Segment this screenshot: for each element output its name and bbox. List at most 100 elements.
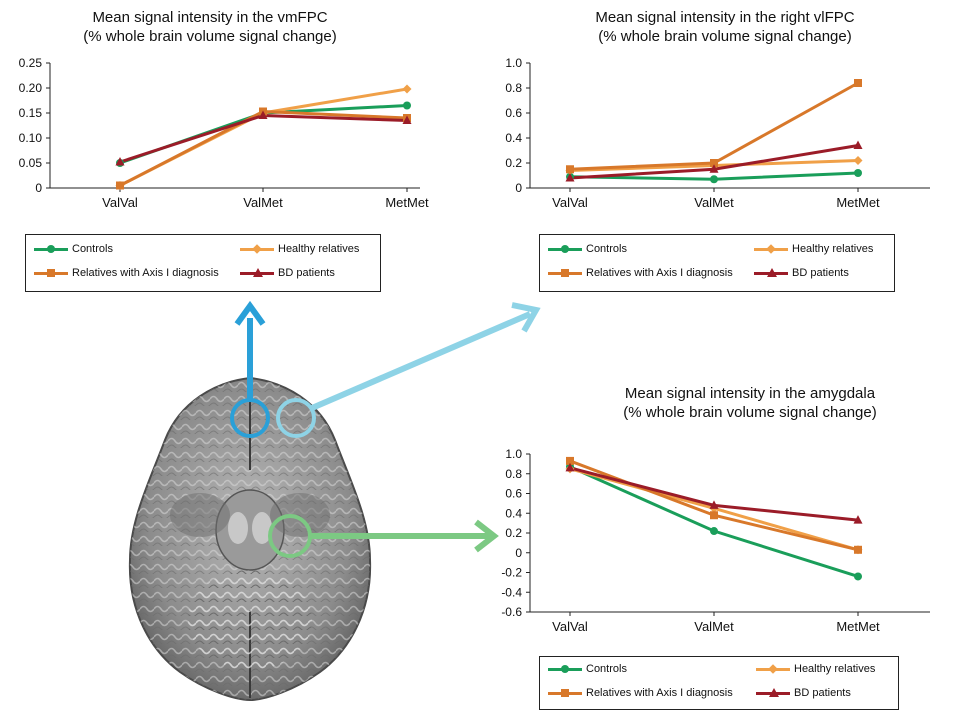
chart-plot-area: 0 0.2 0.4 0.6 0.8 1.0 ValVal ValMet MetMet	[505, 56, 930, 210]
legend-swatch	[548, 687, 582, 699]
legend-swatch	[756, 687, 790, 699]
y-tick-label: 0.4	[505, 506, 522, 520]
legend-amygdala: Controls Healthy relatives Relatives with …	[539, 656, 899, 710]
data-point-bd-patients	[402, 115, 412, 124]
legend-item-controls: Controls	[548, 663, 627, 675]
y-tick-label: 0	[515, 546, 522, 560]
y-tick-label: 0.15	[19, 106, 43, 120]
y-tick-label: -0.2	[501, 566, 522, 580]
y-tick-label: 0.8	[505, 467, 522, 481]
vlfpc-roi-circle	[276, 398, 316, 438]
chart-subtitle: (% whole brain volume signal change)	[598, 28, 852, 45]
legend-item-bd-patients: BD patients	[754, 267, 849, 279]
legend-label: BD patients	[792, 267, 849, 279]
amygdala-arrow	[474, 519, 499, 553]
legend-label: Controls	[586, 243, 627, 255]
x-tick-label: ValVal	[552, 619, 588, 634]
y-tick-label: 0.2	[505, 156, 522, 170]
series-line-bd-patients	[119, 113, 408, 164]
y-tick-label: 0.20	[19, 81, 43, 95]
vlfpc-arrow	[511, 302, 541, 333]
legend-item-relatives-with-axis-i-diagnosis: Relatives with Axis I diagnosis	[548, 687, 733, 699]
data-point-healthy-relatives	[402, 84, 412, 94]
x-tick-label: ValMet	[243, 195, 283, 210]
legend-swatch	[754, 243, 788, 255]
y-tick-label: 0.10	[19, 131, 43, 145]
vmfpc-arrow	[234, 300, 266, 326]
legend-swatch	[548, 243, 582, 255]
x-tick-label: ValVal	[102, 195, 138, 210]
data-point-bd-patients	[853, 515, 863, 524]
legend-item-controls: Controls	[34, 243, 113, 255]
legend-vlfpc: Controls Healthy relatives Relatives with …	[539, 234, 895, 292]
data-point-relatives-with-axis-i-diagnosis	[116, 181, 124, 190]
x-tick-label: ValMet	[694, 195, 734, 210]
data-point-controls	[710, 175, 718, 184]
legend-label: Relatives with Axis I diagnosis	[72, 267, 219, 279]
y-tick-label: -0.4	[501, 585, 522, 599]
series-line-controls	[569, 465, 859, 578]
y-tick-label: 0.2	[505, 526, 522, 540]
legend-label: Relatives with Axis I diagnosis	[586, 687, 733, 699]
data-point-bd-patients	[709, 500, 719, 509]
data-point-relatives-with-axis-i-diagnosis	[566, 456, 574, 465]
y-tick-label: 1.0	[505, 447, 522, 461]
data-point-bd-patients	[565, 173, 575, 182]
y-tick-label: -0.6	[501, 605, 522, 619]
chart-subtitle: (% whole brain volume signal change)	[83, 28, 337, 45]
x-tick-label: ValVal	[552, 195, 588, 210]
legend-item-relatives-with-axis-i-diagnosis: Relatives with Axis I diagnosis	[548, 267, 733, 279]
data-point-relatives-with-axis-i-diagnosis	[854, 545, 862, 554]
legend-swatch	[754, 267, 788, 279]
x-tick-label: ValMet	[694, 619, 734, 634]
data-point-relatives-with-axis-i-diagnosis	[566, 165, 574, 174]
legend-swatch	[240, 243, 274, 255]
y-tick-label: 0.8	[505, 81, 522, 95]
legend-label: BD patients	[794, 687, 851, 699]
y-tick-label: 0.4	[505, 131, 522, 145]
y-tick-label: 0.6	[505, 487, 522, 501]
y-tick-label: 0	[35, 181, 42, 195]
legend-item-healthy-relatives: Healthy relatives	[240, 243, 359, 255]
legend-swatch	[34, 267, 68, 279]
x-tick-label: MetMet	[385, 195, 429, 210]
chart-vlfpc: Mean signal intensity in the right vlFPC…	[490, 8, 960, 218]
data-point-relatives-with-axis-i-diagnosis	[710, 159, 718, 167]
chart-subtitle: (% whole brain volume signal change)	[623, 404, 877, 421]
y-tick-label: 0.05	[19, 156, 43, 170]
legend-item-relatives-with-axis-i-diagnosis: Relatives with Axis I diagnosis	[34, 267, 219, 279]
chart-vmfpc: Mean signal intensity in the vmFPC (% wh…	[0, 8, 450, 218]
legend-item-healthy-relatives: Healthy relatives	[754, 243, 873, 255]
data-point-bd-patients	[115, 157, 125, 166]
legend-item-controls: Controls	[548, 243, 627, 255]
legend-label: Healthy relatives	[794, 663, 876, 675]
data-point-relatives-with-axis-i-diagnosis	[710, 511, 718, 520]
legend-label: Healthy relatives	[278, 243, 360, 255]
legend-swatch	[548, 663, 582, 675]
series-line-healthy-relatives	[119, 87, 408, 187]
chart-plot-area: -0.6 -0.4 -0.2 0 0.2 0.4 0.6 0.8 1.0 ValVal ValMet…	[501, 447, 930, 634]
legend-vmfpc: Controls Healthy relatives Relatives with …	[25, 234, 381, 292]
legend-swatch	[240, 267, 274, 279]
chart-plot-area: 0 0.05 0.10 0.15 0.20 0.25 ValVal ValMet MetMet	[19, 56, 429, 210]
y-tick-label: 1.0	[505, 56, 522, 70]
data-point-bd-patients	[853, 140, 863, 149]
y-tick-label: 0.6	[505, 106, 522, 120]
legend-label: Relatives with Axis I diagnosis	[586, 267, 733, 279]
data-point-controls	[854, 169, 862, 177]
y-tick-label: 0	[515, 181, 522, 195]
y-tick-label: 0.25	[19, 56, 43, 70]
data-point-bd-patients	[709, 164, 719, 173]
legend-item-bd-patients: BD patients	[240, 267, 335, 279]
data-point-bd-patients	[565, 462, 575, 472]
chart-title: Mean signal intensity in the vmFPC	[92, 9, 328, 26]
series-line-relatives-with-axis-i-diagnosis	[569, 81, 859, 171]
data-point-healthy-relatives	[853, 156, 863, 165]
x-tick-label: MetMet	[836, 195, 880, 210]
legend-label: Controls	[586, 663, 627, 675]
legend-label: Healthy relatives	[792, 243, 874, 255]
legend-swatch	[548, 267, 582, 279]
data-point-controls	[854, 572, 862, 581]
data-point-bd-patients	[258, 110, 268, 119]
